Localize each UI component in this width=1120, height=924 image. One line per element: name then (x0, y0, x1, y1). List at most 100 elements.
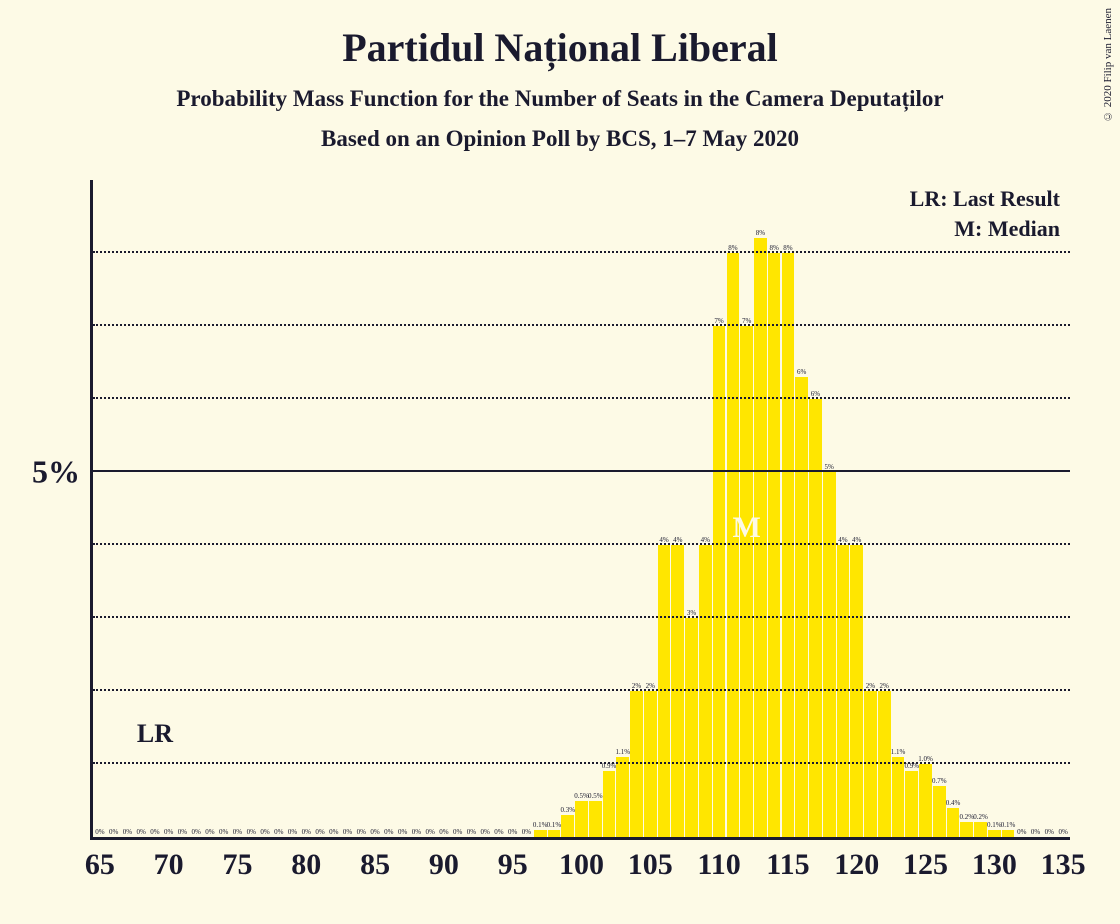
bar-value-label: 0% (1017, 828, 1026, 837)
bar: 4% (658, 545, 671, 837)
bar-value-label: 0.2% (959, 813, 974, 822)
gridline (93, 616, 1070, 618)
gridline (93, 543, 1070, 545)
legend-m: M: Median (954, 216, 1060, 242)
bar-value-label: 0% (384, 828, 393, 837)
bar: 8% (782, 253, 795, 837)
bar-value-label: 0% (302, 828, 311, 837)
bar: 8% (768, 253, 781, 837)
annotation-median: M (732, 511, 760, 545)
x-axis-tick-label: 65 (85, 840, 115, 882)
bar-value-label: 0% (357, 828, 366, 837)
chart-subtitle-2: Based on an Opinion Poll by BCS, 1–7 May… (0, 126, 1120, 152)
gridline (93, 689, 1070, 691)
bar-value-label: 0% (343, 828, 352, 837)
bar: 8% (727, 253, 740, 837)
bar-value-label: 6% (797, 368, 806, 377)
bar: 0.2% (960, 822, 973, 837)
bar-value-label: 0% (233, 828, 242, 837)
bar-value-label: 0% (150, 828, 159, 837)
bar-value-label: 0% (1031, 828, 1040, 837)
bar-value-label: 0% (274, 828, 283, 837)
legend-lr: LR: Last Result (910, 186, 1060, 212)
x-axis-tick-label: 135 (1041, 840, 1086, 882)
bar-value-label: 0.1% (987, 821, 1002, 830)
x-axis-tick-label: 95 (498, 840, 528, 882)
x-axis-tick-label: 110 (697, 840, 740, 882)
bar-value-label: 0% (329, 828, 338, 837)
bar-value-label: 8% (756, 229, 765, 238)
bar-value-label: 0% (260, 828, 269, 837)
bar-value-label: 0% (136, 828, 145, 837)
bar: 1.0% (919, 764, 932, 837)
bar: 6% (795, 377, 808, 837)
bar: 0.9% (905, 771, 918, 837)
bar-value-label: 0% (1058, 828, 1067, 837)
bar: 2% (644, 691, 657, 837)
bar-value-label: 0% (247, 828, 256, 837)
bar: 4% (850, 545, 863, 837)
bar: 0.3% (561, 815, 574, 837)
bar: 3% (685, 618, 698, 837)
x-axis-tick-label: 75 (222, 840, 252, 882)
bar-value-label: 0.7% (932, 777, 947, 786)
chart-plot-area: 0% 0% 0% 0% 0% 0% 0% 0% 0% 0% 0% 0% 0% 0% 0% 0% 0% 0% 0% 0%… (90, 180, 1070, 840)
bar: 7% (713, 326, 726, 837)
bar: 4% (837, 545, 850, 837)
bar-value-label: 0.1% (533, 821, 548, 830)
y-axis-label: 5% (32, 454, 90, 491)
x-axis-tick-label: 100 (559, 840, 604, 882)
bar: 4% (699, 545, 712, 837)
x-axis-tick-label: 70 (154, 840, 184, 882)
bar-value-label: 0% (1045, 828, 1054, 837)
bar: 0.7% (933, 786, 946, 837)
chart-title: Partidul Național Liberal (0, 24, 1120, 71)
bar-value-label: 0.2% (973, 813, 988, 822)
bar-value-label: 0% (219, 828, 228, 837)
bar: 0.4% (947, 808, 960, 837)
x-axis-tick-label: 90 (429, 840, 459, 882)
gridline (93, 470, 1070, 472)
bar-value-label: 0% (439, 828, 448, 837)
bar-value-label: 0.5% (574, 792, 589, 801)
bar-value-label: 0.5% (588, 792, 603, 801)
bar-value-label: 0% (467, 828, 476, 837)
x-axis-tick-label: 120 (834, 840, 879, 882)
bar-value-label: 0% (109, 828, 118, 837)
gridline (93, 251, 1070, 253)
bar-value-label: 0.4% (946, 799, 961, 808)
bar: 0.2% (974, 822, 987, 837)
gridline (93, 397, 1070, 399)
bar: 0.1% (988, 830, 1001, 837)
bar: 0.5% (589, 801, 602, 838)
bar-value-label: 0% (123, 828, 132, 837)
bar-value-label: 0% (164, 828, 173, 837)
bar-value-label: 0% (508, 828, 517, 837)
bar-value-label: 0.1% (1001, 821, 1016, 830)
bar-value-label: 0.3% (560, 806, 575, 815)
bar-value-label: 1.1% (615, 748, 630, 757)
bar: 1.1% (616, 757, 629, 837)
bar: 0.1% (548, 830, 561, 837)
bar: 7% (740, 326, 753, 837)
bar: 0.9% (603, 771, 616, 837)
bar: 1.1% (892, 757, 905, 837)
bar-value-label: 1.1% (891, 748, 906, 757)
bar: 2% (864, 691, 877, 837)
bar: 0.5% (575, 801, 588, 838)
x-axis-tick-label: 125 (903, 840, 948, 882)
bar-value-label: 0% (315, 828, 324, 837)
x-axis-tick-label: 85 (360, 840, 390, 882)
bar: 5% (823, 472, 836, 837)
x-axis-tick-label: 115 (766, 840, 809, 882)
bar-value-label: 0% (370, 828, 379, 837)
bar-value-label: 0% (178, 828, 187, 837)
annotation-lr: LR (137, 719, 173, 749)
gridline (93, 324, 1070, 326)
bar-value-label: 0% (425, 828, 434, 837)
bar-value-label: 0.1% (547, 821, 562, 830)
x-axis-tick-label: 80 (291, 840, 321, 882)
bar: 0.1% (534, 830, 547, 837)
gridline (93, 762, 1070, 764)
x-axis-tick-label: 105 (628, 840, 673, 882)
